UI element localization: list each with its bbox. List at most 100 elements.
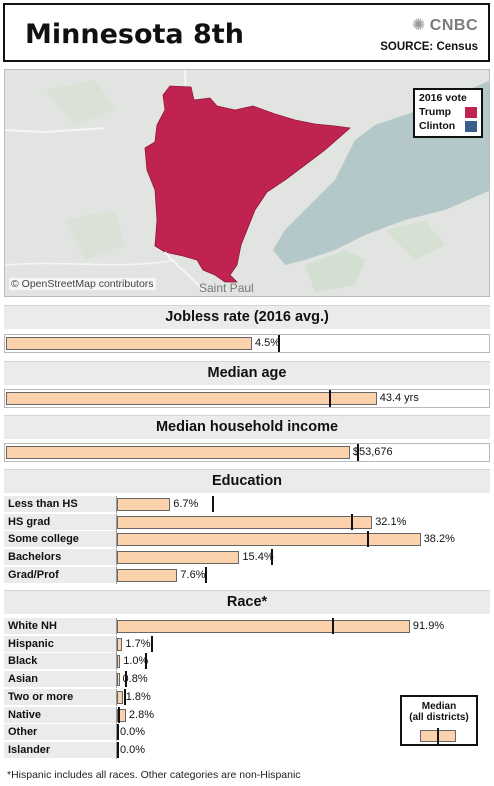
- education-median-tick: [350, 513, 353, 530]
- race-median-tick: [117, 741, 120, 758]
- education-median-tick: [367, 531, 370, 548]
- legend-label: Trump: [419, 106, 452, 118]
- race-row: 0.0%: [116, 741, 490, 759]
- median-legend: Median (all districts): [400, 695, 478, 746]
- value-label: $53,676: [352, 446, 393, 458]
- race-label: Islander: [4, 741, 116, 759]
- race-row: 0.8%: [116, 671, 490, 689]
- median-tick: [357, 444, 360, 461]
- brand-logo: ✺ CNBC: [412, 15, 478, 35]
- value-bar: [6, 446, 350, 459]
- education-median-tick: [212, 496, 215, 512]
- education-label: Some college: [4, 531, 116, 549]
- park-area: [305, 250, 365, 292]
- footnote: *Hispanic includes all races. Other cate…: [7, 769, 301, 781]
- race-label: Two or more: [4, 688, 116, 706]
- race-value-label: 0.0%: [120, 726, 146, 739]
- race-value-label: 0.8%: [122, 673, 148, 686]
- race-median-tick: [124, 688, 127, 705]
- education-row: 38.2%: [116, 531, 490, 549]
- race-row: 91.9%: [116, 618, 490, 635]
- race-value-label: 0.0%: [120, 743, 146, 756]
- value-bar: [6, 392, 377, 405]
- education-median-tick: [271, 549, 274, 566]
- race-label: Hispanic: [4, 635, 116, 653]
- peacock-icon: ✺: [411, 17, 426, 34]
- race-value-label: 1.8%: [125, 690, 151, 703]
- median-legend-sample: [402, 727, 476, 745]
- race-value-label: 2.8%: [128, 708, 154, 721]
- education-median-tick: [205, 566, 208, 583]
- education-bar: [117, 533, 421, 547]
- map-attribution[interactable]: © OpenStreetMap contributors: [9, 278, 156, 290]
- district-shape[interactable]: [144, 85, 351, 283]
- education-label: Bachelors: [4, 549, 116, 567]
- race-median-tick: [332, 618, 335, 634]
- race-row: 1.7%: [116, 635, 490, 653]
- road-line: [5, 259, 176, 266]
- race-label: Asian: [4, 671, 116, 689]
- section-header-race: Race*: [4, 590, 490, 614]
- race-median-tick: [117, 724, 120, 741]
- race-value-label: 1.7%: [125, 637, 151, 650]
- section-header-age: Median age: [4, 361, 490, 385]
- value-bar: [6, 337, 252, 350]
- median-legend-tick: [437, 728, 439, 744]
- road-line: [164, 251, 206, 293]
- park-area: [65, 210, 125, 260]
- median-legend-line2: (all districts): [409, 712, 469, 723]
- page-title: Minnesota 8th: [25, 19, 244, 50]
- header-box: Minnesota 8th ✺ CNBC SOURCE: Census: [3, 3, 490, 62]
- race-value-label: 91.9%: [412, 620, 445, 632]
- race-label: White NH: [4, 618, 116, 635]
- race-row: 1.8%: [116, 688, 490, 706]
- district-map[interactable]: 2016 vote Trump Clinton © OpenStreetMap …: [4, 69, 490, 297]
- education-row: 6.7%: [116, 496, 490, 513]
- education-value-label: 6.7%: [173, 498, 199, 510]
- education-row: 32.1%: [116, 513, 490, 531]
- education-bar: [117, 498, 171, 511]
- race-median-tick: [151, 635, 154, 652]
- park-area: [45, 80, 115, 125]
- race-bar: [117, 655, 121, 669]
- education-row: 15.4%: [116, 549, 490, 567]
- median-tick: [278, 335, 281, 352]
- city-label: Saint Paul: [199, 281, 254, 295]
- education-value-label: 15.4%: [242, 551, 274, 564]
- race-median-tick: [125, 671, 128, 688]
- legend-item-trump: Trump: [419, 106, 477, 118]
- value-label: 43.4 yrs: [379, 392, 419, 404]
- race-bar: [117, 637, 123, 651]
- education-label: HS grad: [4, 513, 116, 531]
- metric-row-income: $53,676: [4, 443, 490, 462]
- metric-row-jobless: 4.5%: [4, 334, 490, 353]
- race-value-label: 1.0%: [123, 655, 149, 668]
- race-row: 0.0%: [116, 724, 490, 742]
- park-area: [385, 220, 445, 260]
- education-label: Less than HS: [4, 496, 116, 513]
- vote-legend: 2016 vote Trump Clinton: [413, 88, 483, 138]
- legend-title: 2016 vote: [419, 92, 467, 104]
- education-bar: [117, 551, 240, 565]
- race-label: Black: [4, 653, 116, 671]
- race-row: 1.0%: [116, 653, 490, 671]
- education-bar: [117, 515, 373, 529]
- race-label: Native: [4, 706, 116, 724]
- section-header-jobless: Jobless rate (2016 avg.): [4, 305, 490, 329]
- race-label: Other: [4, 724, 116, 742]
- race-median-tick: [117, 706, 120, 723]
- education-value-label: 7.6%: [180, 568, 206, 581]
- race-bar: [117, 620, 410, 633]
- race-bar: [117, 708, 126, 722]
- race-median-tick: [145, 653, 148, 670]
- metric-row-age: 43.4 yrs: [4, 389, 490, 408]
- section-header-income: Median household income: [4, 415, 490, 439]
- education-value-label: 38.2%: [423, 533, 455, 546]
- legend-label: Clinton: [419, 120, 456, 132]
- median-legend-line1: Median: [421, 701, 457, 712]
- brand-name: CNBC: [429, 17, 478, 34]
- legend-swatch: [465, 120, 477, 132]
- section-header-education: Education: [4, 469, 490, 493]
- legend-item-clinton: Clinton: [419, 120, 477, 132]
- race-bar: [117, 673, 120, 687]
